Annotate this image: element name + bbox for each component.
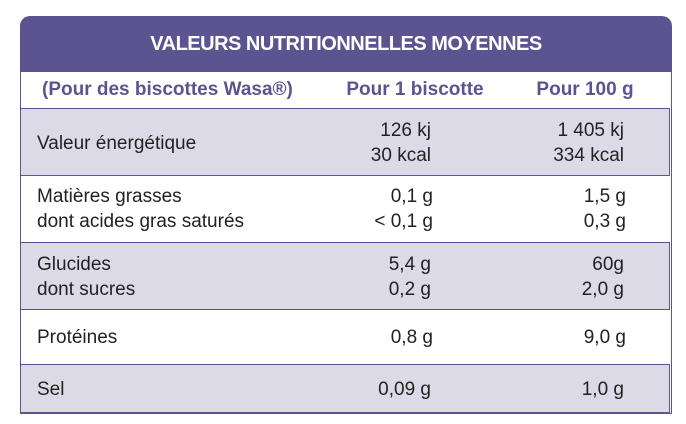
row-value: 0,1 g (390, 186, 433, 207)
row-value: 9,0 g (583, 326, 626, 348)
row-value: 1,5 g (583, 186, 626, 207)
row-label: dont acides gras saturés (37, 211, 245, 232)
table-row: Valeur énergétique 126 kj 30 kcal 1 405 kj 3… (20, 108, 670, 176)
row-value: 0,09 g (378, 379, 431, 400)
row-label: Valeur énergétique (37, 132, 197, 154)
row-value: 5,4 g (388, 254, 431, 275)
table-row: Sel 0,09 g 1,0 g (20, 364, 670, 413)
row-value: 2,0 g (581, 279, 624, 300)
row-value: 60g (592, 254, 624, 275)
table-row: Matières grasses dont acides gras saturés… (20, 176, 672, 242)
row-value: 1 405 kj (557, 120, 624, 141)
row-value: 334 kcal (553, 145, 624, 166)
row-value: 1,0 g (581, 379, 624, 400)
row-label: Glucides (37, 254, 111, 275)
row-label: Protéines (37, 326, 118, 348)
table-row: Protéines 0,8 g 9,0 g (20, 310, 672, 364)
row-label: dont sucres (37, 279, 136, 300)
row-value: 0,2 g (388, 279, 431, 300)
row-value: 0,8 g (390, 326, 433, 348)
row-value: 126 kj (380, 120, 431, 141)
row-label: Sel (37, 379, 65, 400)
row-value: < 0,1 g (374, 211, 433, 232)
table-title: VALEURS NUTRITIONNELLES MOYENNES (20, 16, 672, 72)
row-value: 30 kcal (370, 145, 431, 166)
row-value: 0,3 g (583, 211, 626, 232)
column-header: Pour 1 biscotte (346, 79, 484, 100)
table-row: Glucides dont sucres 5,4 g 0,2 g 60g 2,0 g (20, 242, 670, 310)
row-label: Matières grasses (37, 186, 182, 207)
column-header: (Pour des biscottes Wasa®) (42, 79, 293, 100)
column-header: Pour 100 g (536, 79, 634, 100)
